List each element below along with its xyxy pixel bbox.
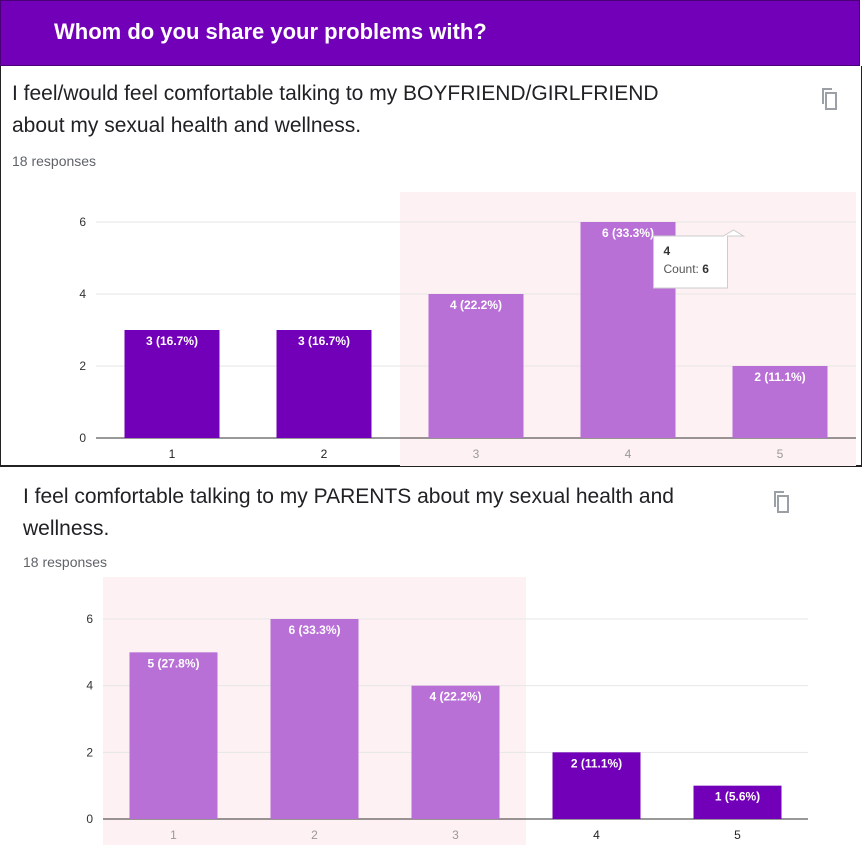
tooltip: 4 Count: 6 xyxy=(653,229,746,289)
bar xyxy=(732,366,828,438)
question-card-2: I feel comfortable talking to my PARENTS… xyxy=(0,466,862,849)
x-tick-label: 2 xyxy=(311,828,318,842)
bar-chart-parents: 0 2 4 6 5 (27.8%) 1 6 (33.3%) 2 4 (22.2%) 3 2 (11.… xyxy=(86,577,808,845)
x-tick-label: 1 xyxy=(170,828,177,842)
question-title-line2: about my sexual health and wellness. xyxy=(12,114,362,137)
response-count: 18 responses xyxy=(12,153,97,169)
bar-data-label: 1 (5.6%) xyxy=(715,790,760,804)
bar-data-label: 3 (16.7%) xyxy=(146,334,198,348)
bar xyxy=(693,785,782,819)
tooltip-count: Count: 6 xyxy=(664,262,710,276)
bar xyxy=(428,294,524,438)
section-title: Whom do you share your problems with? xyxy=(54,19,487,44)
bar-data-label: 4 (22.2%) xyxy=(450,298,502,312)
tooltip-count-label: Count: xyxy=(664,262,703,276)
tooltip-box xyxy=(653,229,746,289)
section-header: Whom do you share your problems with? xyxy=(0,0,860,66)
bar-data-label: 4 (22.2%) xyxy=(429,690,481,704)
bar-data-label: 6 (33.3%) xyxy=(602,226,654,240)
bar-chart-boyfriend-girlfriend: 0 2 4 6 3 (16.7%) 1 3 (16.7%) 2 4 (22.2%) 3 6 (33.… xyxy=(79,192,856,466)
question-card-1: I feel/would feel comfortable talking to… xyxy=(0,66,862,466)
tooltip-count-value: 6 xyxy=(702,262,709,276)
y-tick-label: 6 xyxy=(86,612,93,626)
bar xyxy=(276,330,372,438)
bar xyxy=(270,619,359,819)
bar-data-label: 6 (33.3%) xyxy=(288,623,340,637)
x-tick-label: 1 xyxy=(169,447,176,461)
y-tick-label: 4 xyxy=(86,679,93,693)
y-tick-label: 2 xyxy=(86,745,93,759)
tooltip-category: 4 xyxy=(664,244,671,258)
question-title: I feel comfortable talking to my PARENTS… xyxy=(23,481,674,545)
y-tick-label: 0 xyxy=(86,812,93,826)
copy-icon[interactable] xyxy=(816,86,838,112)
x-tick-label: 4 xyxy=(593,828,600,842)
x-tick-label: 3 xyxy=(473,447,480,461)
bar-data-label: 2 (11.1%) xyxy=(754,370,805,384)
bar xyxy=(411,685,500,819)
question-title-line1: I feel/would feel comfortable talking to… xyxy=(12,82,659,105)
x-tick-label: 2 xyxy=(321,447,328,461)
x-tick-label: 5 xyxy=(734,828,741,842)
x-tick-label: 5 xyxy=(777,447,784,461)
x-tick-label: 3 xyxy=(452,828,459,842)
y-tick-label: 0 xyxy=(79,431,86,445)
bar xyxy=(129,652,218,819)
copy-icon[interactable] xyxy=(768,489,790,515)
y-tick-label: 6 xyxy=(79,215,86,229)
question-title-line2: wellness. xyxy=(23,517,110,540)
question-title-line1: I feel comfortable talking to my PARENTS… xyxy=(23,485,674,508)
bar xyxy=(552,752,641,819)
y-tick-label: 2 xyxy=(79,359,86,373)
question-title: I feel/would feel comfortable talking to… xyxy=(12,78,659,142)
bar-data-label: 5 (27.8%) xyxy=(147,656,199,670)
x-tick-label: 4 xyxy=(625,447,632,461)
bar-data-label: 3 (16.7%) xyxy=(298,334,350,348)
y-tick-label: 4 xyxy=(79,287,86,301)
bar xyxy=(124,330,220,438)
bar-data-label: 2 (11.1%) xyxy=(571,756,622,770)
response-count: 18 responses xyxy=(23,554,108,570)
